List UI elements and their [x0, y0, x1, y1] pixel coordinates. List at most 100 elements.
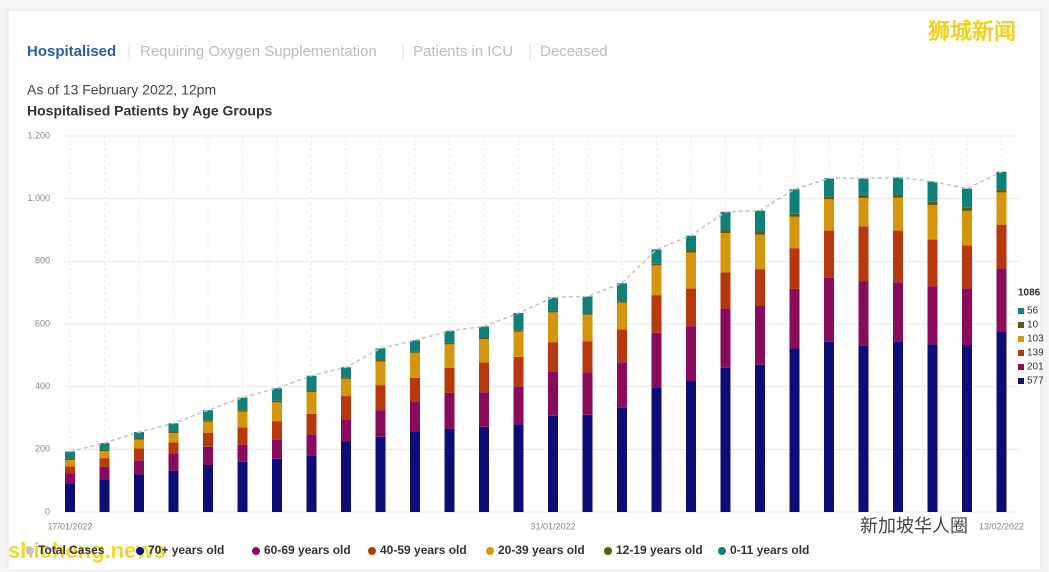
bar-segment — [65, 458, 75, 460]
bar-segment — [755, 269, 765, 306]
side-swatch — [1018, 308, 1024, 314]
bar-segment — [479, 426, 489, 512]
bar-segment — [858, 178, 869, 195]
bar-segment — [755, 364, 765, 512]
bar-segment — [168, 433, 179, 443]
bar-segment — [617, 362, 627, 408]
bar-segment — [617, 283, 627, 302]
bar-segment — [203, 410, 213, 421]
bar-segment — [513, 313, 524, 331]
bar-segment — [927, 239, 938, 287]
tab[interactable]: Patients in ICU — [413, 43, 513, 60]
bar-segment — [927, 344, 938, 512]
bar-segment — [65, 473, 75, 484]
bar-segment — [858, 198, 869, 227]
bar-segment — [548, 310, 558, 313]
bar-segment — [479, 392, 489, 427]
bar-segment — [65, 459, 75, 467]
bar-segment — [341, 378, 351, 397]
bar-segment — [168, 453, 179, 471]
tab[interactable]: Requiring Oxygen Supplementation — [140, 43, 377, 60]
bar-segment — [651, 295, 662, 333]
legend-label: Total Cases — [38, 543, 105, 557]
bar-segment — [824, 178, 834, 197]
bar-segment — [410, 351, 420, 353]
bar-segment — [341, 441, 351, 512]
bar-segment — [651, 332, 662, 388]
bar-segment — [582, 414, 593, 512]
bar-segment — [582, 313, 593, 315]
tab[interactable]: Hospitalised — [27, 43, 116, 60]
legend-label: 60-69 years old — [264, 543, 351, 557]
bar-segment — [824, 230, 834, 278]
bar-segment — [237, 461, 248, 512]
bar-segment — [789, 216, 800, 249]
bar-segment — [893, 230, 903, 283]
bar-segment — [272, 400, 282, 403]
side-swatch — [1018, 322, 1024, 328]
total-line — [69, 171, 1002, 453]
bar-segment — [272, 388, 282, 401]
y-tick-label: 600 — [35, 318, 50, 328]
bar-segment — [341, 377, 351, 379]
bar-segment — [962, 245, 972, 289]
bar-segment — [962, 344, 972, 512]
tab[interactable]: Deceased — [540, 43, 608, 60]
bar-segment — [513, 356, 524, 387]
bar-segment — [203, 465, 213, 512]
bar-segment — [410, 340, 420, 352]
bar-segment — [548, 312, 558, 343]
bar-segment — [134, 474, 144, 512]
bar-segment — [996, 189, 1007, 193]
bar-segment — [996, 192, 1007, 225]
bar-segment — [789, 288, 800, 349]
bar-segment — [375, 361, 386, 386]
bar-segment — [410, 377, 420, 402]
legend-marker — [604, 547, 612, 555]
side-value: 10 — [1027, 320, 1039, 331]
bar-segment — [893, 282, 903, 342]
legend-marker — [368, 547, 376, 555]
bar-segment — [582, 296, 593, 314]
y-tick-label: 800 — [35, 256, 50, 266]
bar-segment — [548, 371, 558, 416]
bar-segment — [410, 431, 420, 512]
bar-segment — [168, 423, 179, 432]
card — [7, 9, 1042, 571]
side-value: 139 — [1027, 348, 1044, 359]
bar-segment — [203, 421, 213, 433]
side-swatch — [1018, 378, 1024, 384]
side-value: 103 — [1027, 334, 1044, 345]
bar-segment — [720, 367, 731, 512]
bar-segment — [203, 432, 213, 447]
bar-segment — [306, 391, 317, 414]
side-total: 1086 — [1018, 288, 1041, 299]
bar-segment — [686, 326, 696, 382]
bar-segment — [65, 483, 75, 512]
bar-segment — [479, 337, 489, 340]
bar-segment — [168, 431, 179, 434]
bar-segment — [375, 410, 386, 437]
bar-segment — [824, 196, 834, 200]
bar-segment — [927, 286, 938, 345]
bar-segment — [755, 305, 765, 365]
bar-segment — [375, 385, 386, 411]
side-swatch — [1018, 350, 1024, 356]
bar-segment — [686, 235, 696, 251]
bar-segment — [893, 194, 903, 198]
bar-segment — [444, 428, 455, 512]
bar-segment — [893, 341, 903, 512]
bar-segment — [444, 342, 455, 345]
bar-segment — [134, 432, 144, 439]
side-value: 201 — [1027, 362, 1044, 373]
bar-segment — [513, 424, 524, 512]
bar-segment — [824, 341, 834, 512]
bar-segment — [548, 297, 558, 311]
y-tick-label: 0 — [45, 506, 50, 516]
bar-segment — [513, 386, 524, 425]
legend-marker — [252, 547, 260, 555]
bar-segment — [893, 177, 903, 195]
bar-segment — [306, 434, 317, 456]
bar-segment — [272, 402, 282, 422]
